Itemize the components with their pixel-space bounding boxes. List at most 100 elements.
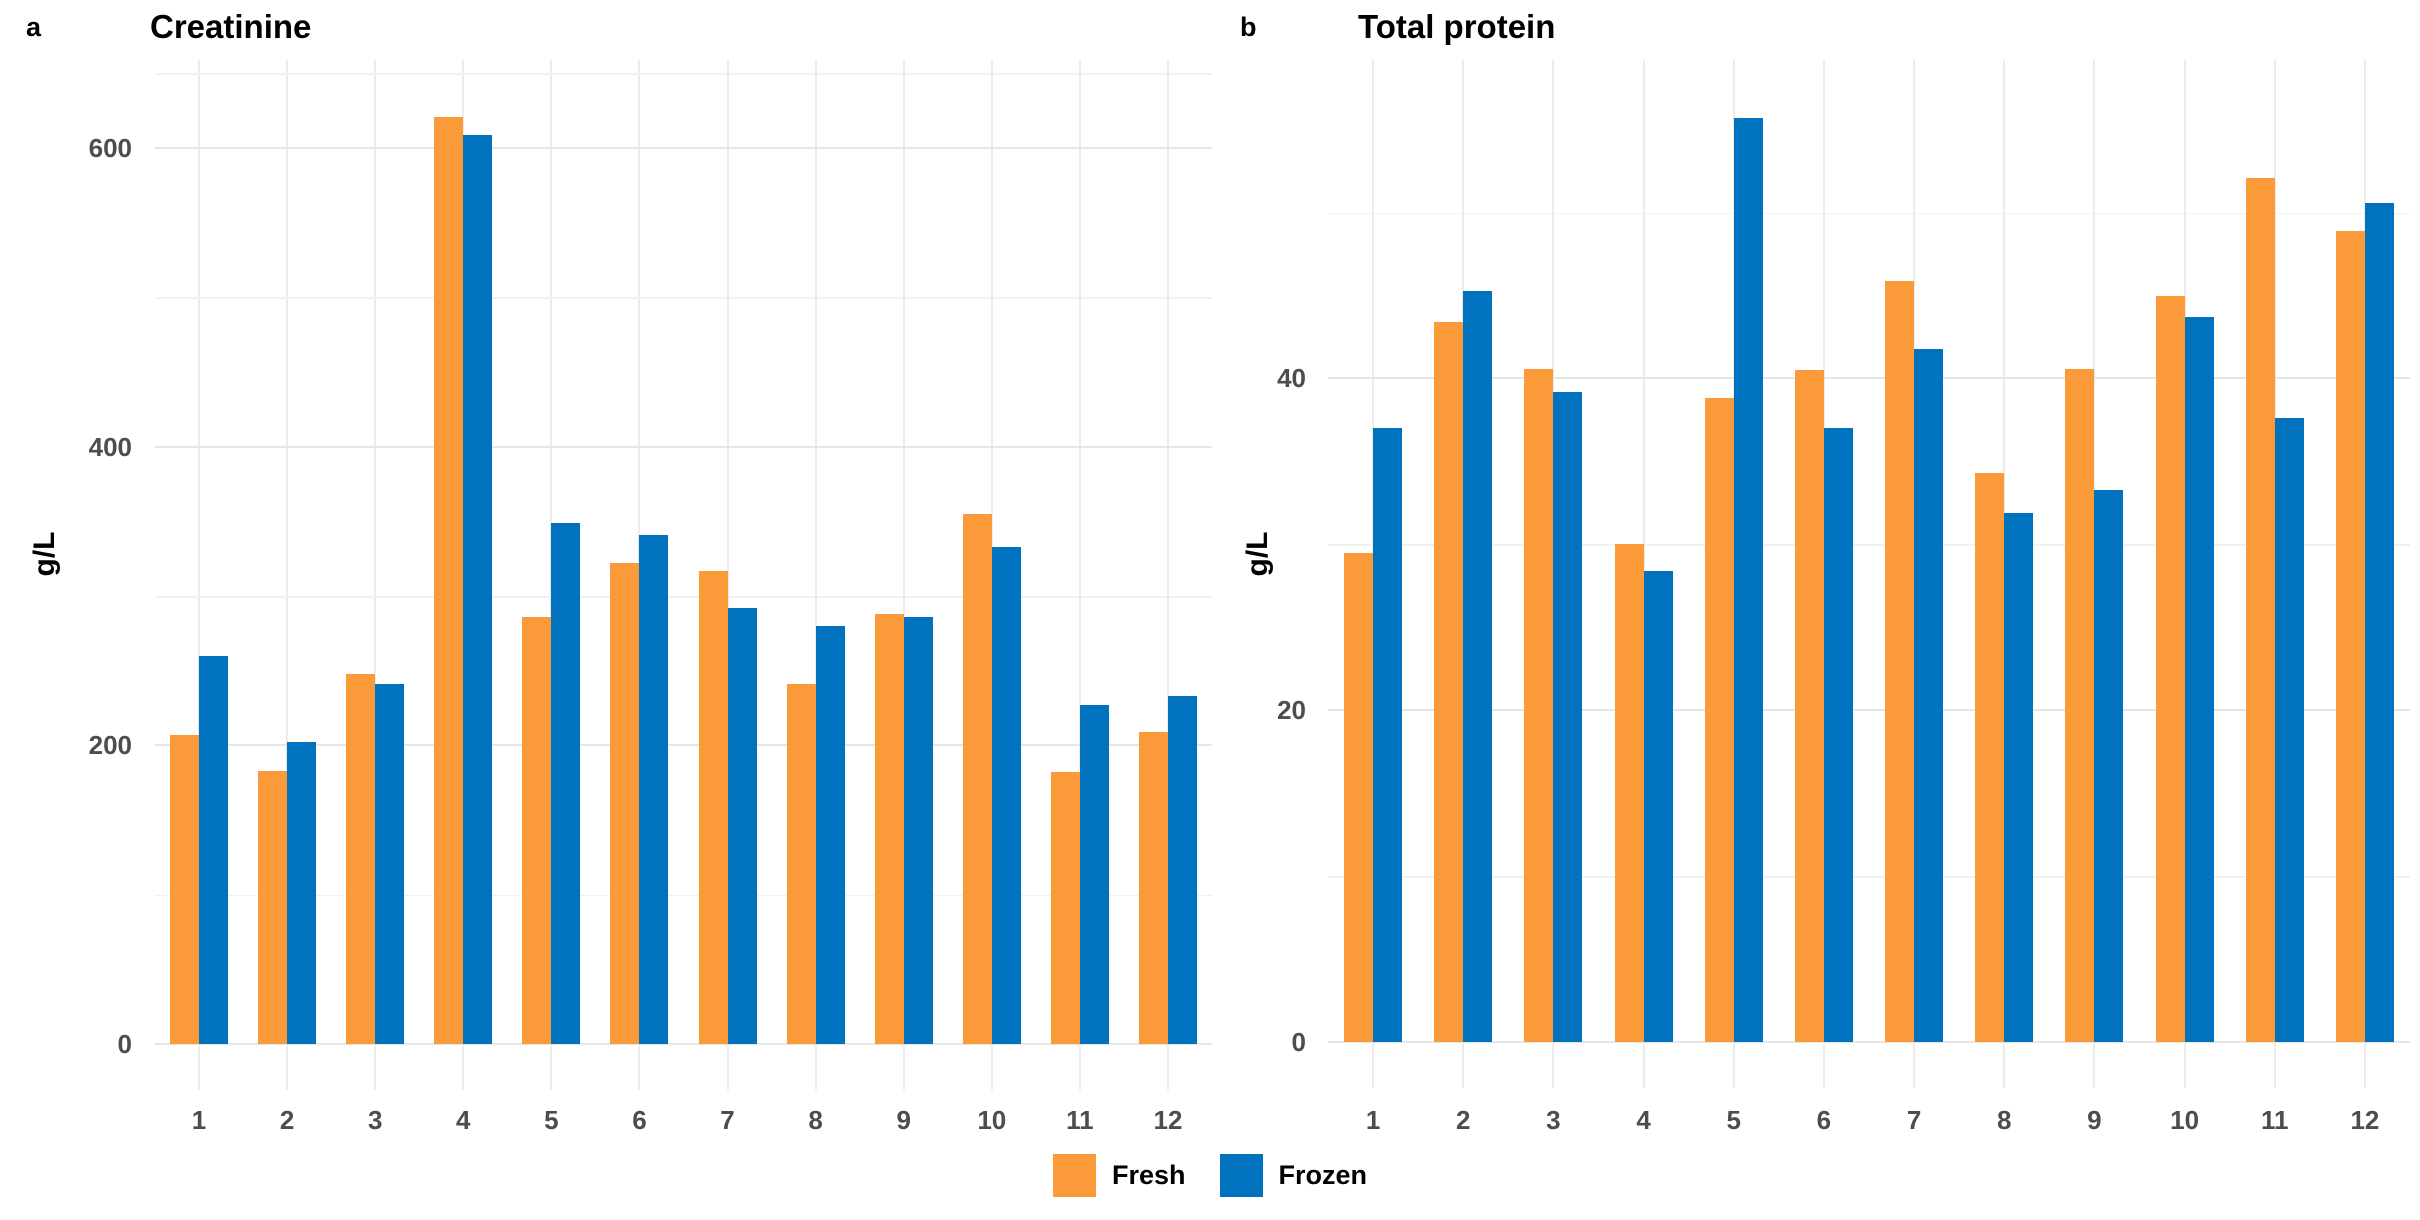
gridline-vertical bbox=[286, 60, 289, 1090]
gridline-major bbox=[155, 1043, 1212, 1045]
x-tick-label: 9 bbox=[2087, 1105, 2102, 1135]
bar-fresh-4 bbox=[1614, 544, 1644, 1042]
panel-a-letter: a bbox=[26, 12, 42, 42]
bar-frozen-9 bbox=[2094, 489, 2124, 1042]
legend: Fresh Frozen bbox=[0, 1150, 2420, 1200]
gridline-minor bbox=[155, 894, 1212, 897]
panel-b-title: Total protein bbox=[1358, 8, 1556, 45]
panel-b-letter: b bbox=[1240, 12, 1257, 42]
bar-frozen-8 bbox=[815, 625, 845, 1044]
y-tick-label: 400 bbox=[88, 431, 132, 462]
gridline-minor bbox=[1328, 212, 2410, 215]
bar-frozen-4 bbox=[463, 134, 493, 1044]
legend-label-fresh: Fresh bbox=[1111, 1159, 1186, 1190]
x-tick-label: 1 bbox=[1365, 1105, 1381, 1135]
gridline-vertical bbox=[1166, 60, 1169, 1090]
bar-fresh-8 bbox=[786, 684, 816, 1044]
bar-fresh-5 bbox=[522, 616, 552, 1044]
gridline-major bbox=[1328, 709, 2410, 712]
gridline-major bbox=[1328, 377, 2410, 380]
legend-label-frozen: Frozen bbox=[1278, 1159, 1368, 1190]
gridline-vertical bbox=[1078, 60, 1081, 1090]
fresh-swatch-icon bbox=[1052, 1153, 1096, 1197]
bar-frozen-10 bbox=[2184, 317, 2214, 1042]
bar-fresh-6 bbox=[610, 563, 640, 1044]
bar-frozen-11 bbox=[2274, 418, 2304, 1042]
gridline-minor bbox=[155, 596, 1212, 598]
bar-fresh-11 bbox=[1050, 772, 1080, 1044]
x-tick-label: 12 bbox=[2350, 1105, 2380, 1135]
bar-fresh-5 bbox=[1704, 398, 1734, 1042]
frozen-swatch-icon bbox=[1219, 1153, 1263, 1197]
bar-frozen-8 bbox=[2004, 512, 2034, 1042]
x-tick-label: 5 bbox=[544, 1105, 559, 1135]
bar-frozen-1 bbox=[1373, 428, 1403, 1042]
gridline-major bbox=[155, 147, 1212, 150]
bar-fresh-12 bbox=[2335, 230, 2365, 1042]
x-tick-label: 6 bbox=[1816, 1105, 1832, 1135]
x-tick-label: 11 bbox=[1066, 1105, 1094, 1135]
bar-fresh-9 bbox=[2065, 368, 2095, 1042]
gridline-minor bbox=[1328, 544, 2410, 546]
bar-fresh-11 bbox=[2245, 177, 2275, 1042]
legend-item-fresh: Fresh bbox=[1052, 1153, 1186, 1197]
bar-frozen-3 bbox=[375, 684, 405, 1044]
gridline-vertical bbox=[902, 60, 905, 1090]
bar-frozen-5 bbox=[1733, 118, 1763, 1042]
bar-fresh-4 bbox=[434, 116, 464, 1044]
x-tick-label: 6 bbox=[632, 1105, 647, 1135]
bar-fresh-6 bbox=[1794, 370, 1824, 1042]
bar-fresh-2 bbox=[1434, 322, 1464, 1042]
gridline-minor bbox=[1328, 876, 2410, 878]
gridline-major bbox=[155, 744, 1212, 747]
y-tick-label: 20 bbox=[1277, 695, 1306, 726]
bar-frozen-2 bbox=[1463, 290, 1493, 1042]
y-tick-label: 40 bbox=[1277, 363, 1306, 394]
bar-fresh-2 bbox=[258, 770, 288, 1044]
y-tick-label: 0 bbox=[117, 1029, 132, 1059]
bar-fresh-10 bbox=[2155, 295, 2185, 1042]
y-tick-label: 0 bbox=[1291, 1027, 1306, 1057]
legend-item-frozen: Frozen bbox=[1219, 1153, 1368, 1197]
bar-fresh-7 bbox=[1885, 280, 1915, 1042]
bar-frozen-7 bbox=[1914, 348, 1944, 1042]
x-tick-label: 8 bbox=[1997, 1105, 2012, 1135]
bar-fresh-8 bbox=[1975, 473, 2005, 1042]
bar-frozen-1 bbox=[199, 655, 229, 1044]
x-tick-label: 2 bbox=[1456, 1105, 1471, 1135]
bar-fresh-3 bbox=[1524, 368, 1554, 1042]
gridline-vertical bbox=[374, 60, 377, 1090]
x-tick-label: 7 bbox=[720, 1105, 735, 1135]
bar-frozen-10 bbox=[991, 546, 1021, 1044]
gridline-major bbox=[1328, 1041, 2410, 1043]
y-tick-label: 600 bbox=[88, 133, 132, 164]
bar-fresh-1 bbox=[1344, 552, 1374, 1042]
bar-fresh-1 bbox=[170, 734, 200, 1044]
bar-frozen-7 bbox=[727, 607, 757, 1044]
bar-fresh-10 bbox=[962, 513, 992, 1044]
bar-frozen-4 bbox=[1643, 570, 1673, 1042]
gridline-minor bbox=[155, 73, 1212, 75]
x-tick-label: 3 bbox=[1546, 1105, 1561, 1135]
bar-frozen-6 bbox=[639, 534, 669, 1044]
x-tick-label: 5 bbox=[1726, 1105, 1741, 1135]
x-tick-label: 11 bbox=[2261, 1105, 2289, 1135]
bar-fresh-9 bbox=[874, 613, 904, 1044]
bar-frozen-11 bbox=[1079, 705, 1109, 1044]
panel-a-y-axis-title: g/L bbox=[28, 531, 61, 577]
bar-frozen-6 bbox=[1823, 428, 1853, 1042]
bar-frozen-3 bbox=[1553, 391, 1583, 1042]
bar-fresh-3 bbox=[346, 673, 376, 1044]
bar-fresh-12 bbox=[1138, 731, 1168, 1044]
bar-fresh-7 bbox=[698, 570, 728, 1044]
panel-b-y-axis-title: g/L bbox=[1241, 531, 1274, 577]
gridline-vertical bbox=[198, 60, 201, 1090]
x-tick-label: 2 bbox=[279, 1105, 295, 1135]
bar-frozen-9 bbox=[903, 616, 933, 1044]
x-tick-label: 7 bbox=[1906, 1105, 1922, 1135]
gridline-major bbox=[155, 445, 1212, 448]
x-tick-label: 12 bbox=[1153, 1105, 1183, 1135]
bar-frozen-12 bbox=[2364, 202, 2394, 1042]
x-tick-label: 3 bbox=[367, 1105, 383, 1135]
